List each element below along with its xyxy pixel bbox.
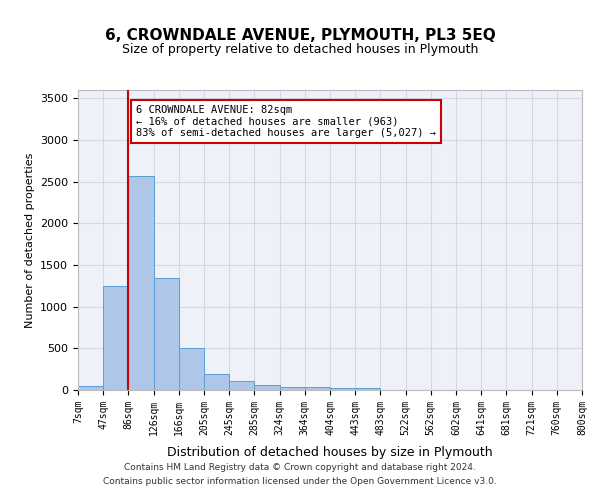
Bar — [330, 388, 355, 390]
Bar — [355, 388, 380, 390]
Text: Contains HM Land Registry data © Crown copyright and database right 2024.: Contains HM Land Registry data © Crown c… — [124, 464, 476, 472]
Bar — [254, 386, 280, 390]
Text: 6 CROWNDALE AVENUE: 82sqm
← 16% of detached houses are smaller (963)
83% of semi: 6 CROWNDALE AVENUE: 82sqm ← 16% of detac… — [136, 105, 436, 138]
Bar — [128, 176, 154, 390]
Bar — [103, 286, 128, 390]
Text: Size of property relative to detached houses in Plymouth: Size of property relative to detached ho… — [122, 42, 478, 56]
Text: 6, CROWNDALE AVENUE, PLYMOUTH, PL3 5EQ: 6, CROWNDALE AVENUE, PLYMOUTH, PL3 5EQ — [104, 28, 496, 42]
Bar — [78, 386, 103, 390]
X-axis label: Distribution of detached houses by size in Plymouth: Distribution of detached houses by size … — [167, 446, 493, 459]
Bar — [280, 386, 305, 390]
Bar — [305, 387, 330, 390]
Bar — [229, 381, 254, 390]
Y-axis label: Number of detached properties: Number of detached properties — [25, 152, 35, 328]
Bar — [204, 374, 229, 390]
Text: Contains public sector information licensed under the Open Government Licence v3: Contains public sector information licen… — [103, 477, 497, 486]
Bar — [154, 278, 179, 390]
Bar — [179, 348, 204, 390]
